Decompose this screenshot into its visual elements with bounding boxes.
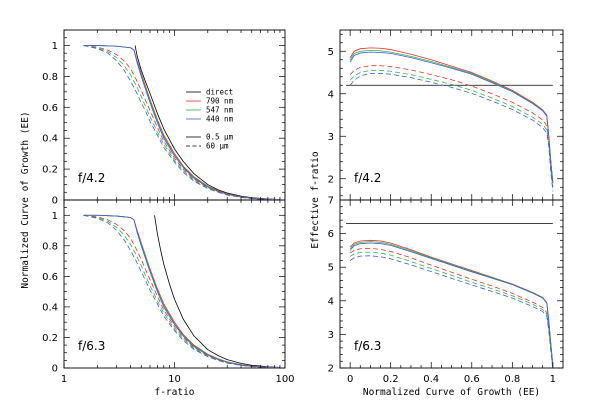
series-lines <box>83 45 554 368</box>
x-tick-label: 0.2 <box>383 374 399 385</box>
series-line-440-nm-dashed <box>349 72 554 192</box>
y-tick-label: 0.6 <box>42 272 58 283</box>
series-line-790-nm-dashed <box>83 45 280 200</box>
y-tick-label: 4 <box>328 296 334 307</box>
axis-text: 0 0.2 0.4 0.6 0.8 1 f/4.2 Normalized Curve of G… <box>20 41 556 398</box>
y-tick-label: 1 <box>52 211 58 222</box>
x-axis-label: f-ratio <box>154 387 194 398</box>
series-line-790-nm-dashed <box>349 65 554 188</box>
y-tick-label: 5 <box>328 47 334 58</box>
series-line-440-nm-solid <box>83 45 280 200</box>
x-tick-label: 0.6 <box>464 374 480 385</box>
y-tick-label: 0.4 <box>42 134 58 145</box>
y-tick-label: 0.2 <box>42 333 58 344</box>
y-tick-label: 0 <box>52 196 58 207</box>
series-line-790-nm-solid <box>83 45 280 200</box>
legend-label: 440 nm <box>206 115 234 124</box>
series-group-right-top <box>346 47 554 192</box>
series-line-547-nm-solid <box>83 214 280 368</box>
y-axis-label: Normalized Curve of Growth (EE) <box>20 111 31 288</box>
series-line-790-nm-solid <box>83 214 280 368</box>
x-tick-label: 0 <box>347 374 353 385</box>
series-line-440-nm-solid <box>83 214 280 368</box>
y-tick-label: 0 <box>52 364 58 375</box>
legend-label: 547 nm <box>206 106 234 115</box>
x-tick-label: 1 <box>550 374 556 385</box>
y-tick-label: 3 <box>328 132 334 143</box>
y-tick-label: 3 <box>328 330 334 341</box>
x-tick-label: 0.8 <box>504 374 520 385</box>
y-tick-label: 2 <box>328 174 334 185</box>
series-line-440-nm-dashed <box>349 255 554 368</box>
series-line-direct-solid <box>154 215 280 368</box>
y-tick-label: 6 <box>328 229 334 240</box>
legend-label: 790 nm <box>206 97 234 106</box>
panel-label: f/4.2 <box>78 171 105 185</box>
x-axis-label: Normalized Curve of Growth (EE) <box>363 387 540 398</box>
axis-ticks <box>63 29 563 369</box>
y-tick-label: 0.8 <box>42 241 58 252</box>
y-tick-label: 0.6 <box>42 103 58 114</box>
series-line-440-nm-solid <box>349 51 554 184</box>
series-line-547-nm-dashed <box>83 214 280 368</box>
series-line-440-nm-dashed <box>83 214 280 368</box>
y-tick-label: 0.2 <box>42 165 58 176</box>
series-group-left-top <box>83 45 280 200</box>
y-tick-label: 1 <box>52 41 58 52</box>
series-line-790-nm-dashed <box>83 214 280 368</box>
series-line-direct-solid <box>134 45 280 200</box>
legend-label: 0.5 μm <box>206 133 234 142</box>
series-line-440-nm-solid <box>349 242 554 365</box>
y-tick-label: 2 <box>328 364 334 375</box>
y-axis-label: Effective f-ratio <box>310 151 321 249</box>
y-tick-label: 5 <box>328 263 334 274</box>
series-line-440-nm-dashed <box>83 45 280 200</box>
series-group-left-bottom <box>83 214 280 368</box>
panel-label: f/4.2 <box>354 171 381 185</box>
legend-label: 60 μm <box>206 142 229 151</box>
series-group-right-bottom <box>346 223 554 368</box>
panel-label: f/6.3 <box>78 339 105 353</box>
x-tick-label: 1 <box>61 374 67 385</box>
panel-label: f/6.3 <box>354 339 381 353</box>
x-tick-label: 100 <box>275 374 294 385</box>
y-tick-label: 7 <box>328 196 334 207</box>
series-line-790-nm-dashed <box>349 247 554 368</box>
series-line-547-nm-dashed <box>349 69 554 190</box>
legend-label: direct <box>206 88 233 97</box>
series-line-547-nm-dashed <box>83 45 280 200</box>
series-line-547-nm-solid <box>83 45 280 200</box>
x-tick-label: 0.4 <box>423 374 439 385</box>
y-tick-label: 4 <box>328 89 334 100</box>
y-tick-label: 0.4 <box>42 302 58 313</box>
y-tick-label: 0.8 <box>42 72 58 83</box>
x-tick-label: 10 <box>168 374 181 385</box>
